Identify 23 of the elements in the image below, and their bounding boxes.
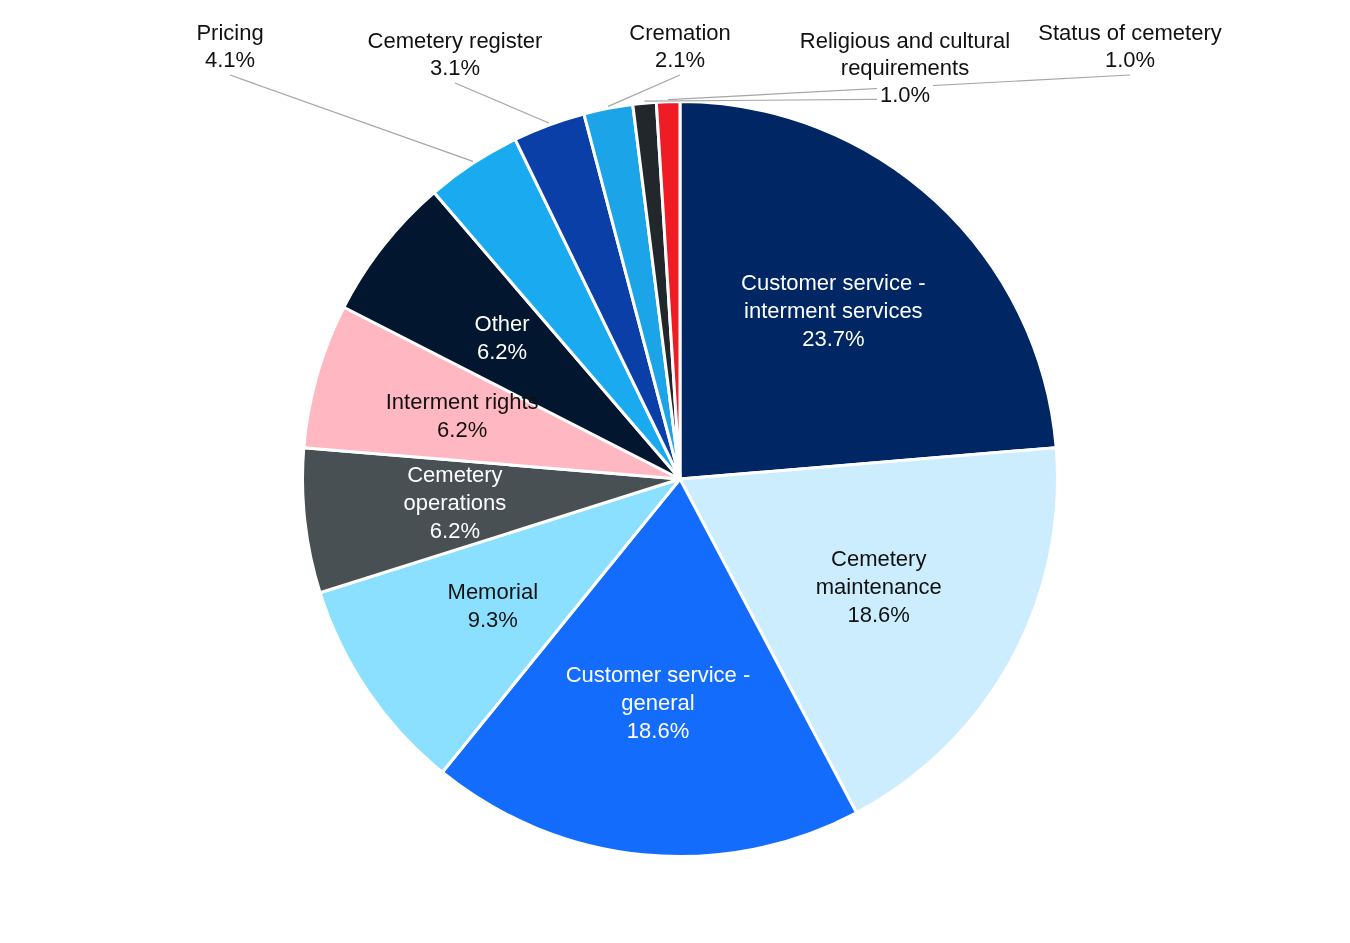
- slice-label: Cemetery operations: [403, 462, 507, 516]
- data-label: 9.3%: [467, 606, 518, 632]
- data-label: 1.0%: [879, 82, 931, 108]
- slice-label: Cemetery maintenance: [815, 545, 942, 599]
- slice-label: Cremation: [629, 20, 731, 46]
- slice-label: Status of cemetery: [1038, 20, 1222, 46]
- data-label: 6.2%: [476, 338, 528, 364]
- data-label: 23.7%: [802, 326, 865, 352]
- slice-label: Religious and cultural requirements: [799, 28, 1011, 81]
- slice-label: Customer service - general: [565, 662, 751, 716]
- data-label: 3.1%: [429, 55, 481, 81]
- data-label: 1.0%: [1104, 47, 1156, 73]
- data-label: 6.2%: [437, 416, 488, 442]
- data-label: 6.2%: [429, 518, 480, 544]
- slice-label: Memorial: [447, 578, 539, 604]
- slice-label: Other: [474, 310, 530, 336]
- slice-label: Customer service - interment services: [741, 270, 926, 324]
- slice-label: Pricing: [196, 20, 264, 46]
- data-label: 18.6%: [847, 601, 910, 627]
- data-label: 2.1%: [654, 47, 706, 73]
- data-label: 4.1%: [204, 47, 256, 73]
- slice-label: Cemetery register: [367, 28, 543, 54]
- data-label: 18.6%: [626, 718, 690, 744]
